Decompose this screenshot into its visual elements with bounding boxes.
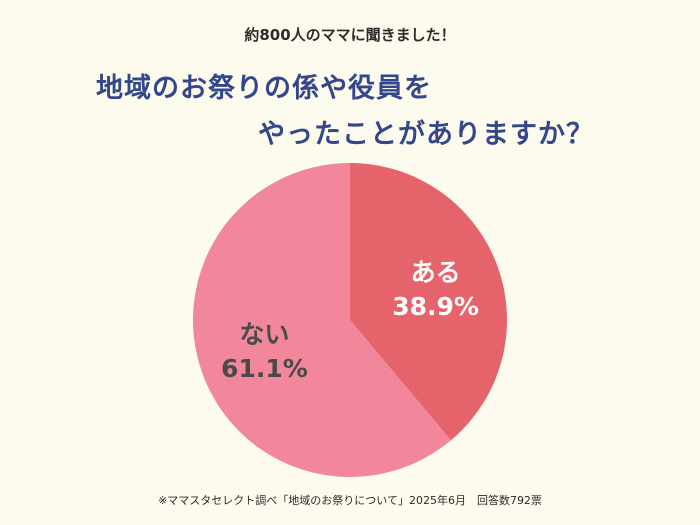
- source-footnote: ※ママスタセレクト調べ「地域のお祭りについて」2025年6月 回答数792票: [158, 494, 542, 507]
- slice-value-1: 61.1%: [221, 354, 308, 383]
- slice-label-1: ない: [239, 320, 289, 349]
- chart-title-line-2: やったことがありますか？: [258, 119, 594, 150]
- chart-title-line-1: 地域のお祭りの係や役員を: [96, 73, 432, 104]
- pie-slice-1: [193, 163, 451, 477]
- slice-label-0: ある: [411, 258, 461, 287]
- pie-chart: ある 38.9% ない 61.1%: [193, 163, 507, 477]
- slice-value-0: 38.9%: [392, 292, 479, 321]
- chart-subtitle: 約800人のママに聞きました！: [244, 26, 456, 44]
- pie-slice-0: [350, 163, 507, 441]
